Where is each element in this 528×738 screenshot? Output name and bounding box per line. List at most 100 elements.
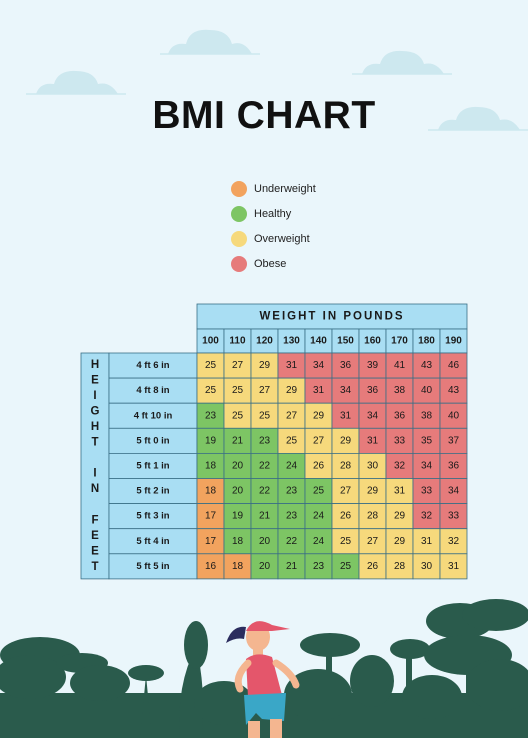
bmi-value: 38 <box>421 410 433 421</box>
legend-item-overweight: Overweight <box>231 226 316 251</box>
bmi-cell <box>196 452 225 479</box>
bmi-value: 25 <box>232 410 244 421</box>
bmi-value: 33 <box>448 511 460 522</box>
bmi-value: 25 <box>205 385 217 396</box>
height-label-cell <box>108 452 198 479</box>
bmi-value: 24 <box>313 511 325 522</box>
bmi-cell <box>196 553 225 580</box>
bmi-cell <box>358 528 387 555</box>
height-tick-label: 5 ft 4 in <box>136 536 169 547</box>
weight-tick-label: 180 <box>418 336 435 347</box>
bmi-cell <box>439 427 468 454</box>
bmi-value: 29 <box>394 511 406 522</box>
bmi-cell <box>439 478 468 505</box>
bmi-value: 23 <box>259 435 271 446</box>
bmi-value: 17 <box>205 536 217 547</box>
bmi-value: 26 <box>367 561 379 572</box>
weight-tick-label: 160 <box>364 336 381 347</box>
height-label-cell <box>108 352 198 379</box>
bmi-value: 29 <box>394 536 406 547</box>
bmi-value: 31 <box>313 385 325 396</box>
bmi-value: 41 <box>394 360 406 371</box>
bmi-value: 21 <box>286 561 298 572</box>
weight-tick-label: 170 <box>391 336 408 347</box>
height-label-cell <box>108 553 198 580</box>
weight-tick-label: 130 <box>283 336 300 347</box>
bmi-value: 36 <box>367 385 379 396</box>
bmi-cell <box>304 503 333 530</box>
weight-tick-label: 120 <box>256 336 273 347</box>
bmi-cell <box>412 478 441 505</box>
bmi-value: 36 <box>340 360 352 371</box>
bmi-value: 28 <box>367 511 379 522</box>
row-header-letter: E <box>91 530 99 542</box>
bmi-value: 22 <box>259 460 271 471</box>
row-header-letter: E <box>91 545 99 557</box>
bmi-value: 34 <box>367 410 379 421</box>
column-header-cell <box>196 303 468 330</box>
bmi-cell <box>412 377 441 404</box>
legend-swatch-overweight <box>231 230 247 247</box>
bmi-cell <box>358 478 387 505</box>
weight-header-cell <box>439 328 468 354</box>
bmi-cell <box>385 528 414 555</box>
bmi-value: 25 <box>340 536 352 547</box>
bmi-value: 25 <box>313 486 325 497</box>
cloud-2 <box>26 70 126 95</box>
bmi-value: 25 <box>205 360 217 371</box>
bmi-value: 18 <box>232 561 244 572</box>
bmi-value: 33 <box>421 486 433 497</box>
bmi-value: 29 <box>259 360 271 371</box>
bmi-cell <box>439 402 468 429</box>
column-header-label: WEIGHT IN POUNDS <box>259 311 404 323</box>
legend-swatch-healthy <box>231 205 247 222</box>
weight-tick-label: 110 <box>229 336 246 347</box>
bmi-value: 22 <box>259 486 271 497</box>
bmi-value: 31 <box>394 486 406 497</box>
bmi-value: 29 <box>367 486 379 497</box>
legend-swatch-underweight <box>231 180 247 197</box>
bmi-value: 27 <box>313 435 325 446</box>
bmi-value: 23 <box>313 561 325 572</box>
weight-tick-label: 100 <box>202 336 219 347</box>
height-label-cell <box>108 377 198 404</box>
bmi-value: 37 <box>448 435 460 446</box>
cloud-3 <box>352 50 452 75</box>
bmi-value: 32 <box>394 460 406 471</box>
bmi-value: 31 <box>286 360 298 371</box>
bmi-value: 27 <box>259 385 271 396</box>
bmi-value: 25 <box>340 561 352 572</box>
bmi-value: 21 <box>259 511 271 522</box>
height-label-cell <box>108 528 198 555</box>
bmi-value: 20 <box>259 536 271 547</box>
legend-item-healthy: Healthy <box>231 201 316 226</box>
height-tick-label: 5 ft 3 in <box>136 511 169 522</box>
legend-label-obese: Obese <box>254 257 287 270</box>
row-header-letter: H <box>91 421 99 433</box>
bmi-cell <box>439 452 468 479</box>
legend-item-obese: Obese <box>231 251 316 276</box>
bmi-value: 30 <box>367 460 379 471</box>
cloud-4 <box>428 106 528 131</box>
bmi-value: 27 <box>286 410 298 421</box>
bmi-cell <box>223 553 252 580</box>
bmi-cell <box>277 377 306 404</box>
bmi-value: 27 <box>232 360 244 371</box>
bmi-cell <box>304 478 333 505</box>
height-tick-label: 4 ft 6 in <box>136 360 169 371</box>
bmi-value: 18 <box>232 536 244 547</box>
bmi-cell <box>385 427 414 454</box>
row-header-letter: F <box>91 514 98 526</box>
bmi-value: 23 <box>205 410 217 421</box>
bmi-cell <box>385 402 414 429</box>
weight-header-cell <box>412 328 441 354</box>
legend-item-underweight: Underweight <box>231 176 316 201</box>
row-header-cell <box>80 352 110 580</box>
bmi-table: WEIGHT IN POUNDS 100 110 120 130 140 150 160 170… <box>80 303 468 580</box>
height-tick-label: 5 ft 2 in <box>136 486 169 497</box>
bmi-cell <box>331 452 360 479</box>
row-header-letter: I <box>93 390 96 402</box>
height-tick-label: 4 ft 10 in <box>134 410 173 421</box>
page-title: BMI CHART <box>152 94 376 137</box>
row-header-letter: T <box>91 561 98 573</box>
